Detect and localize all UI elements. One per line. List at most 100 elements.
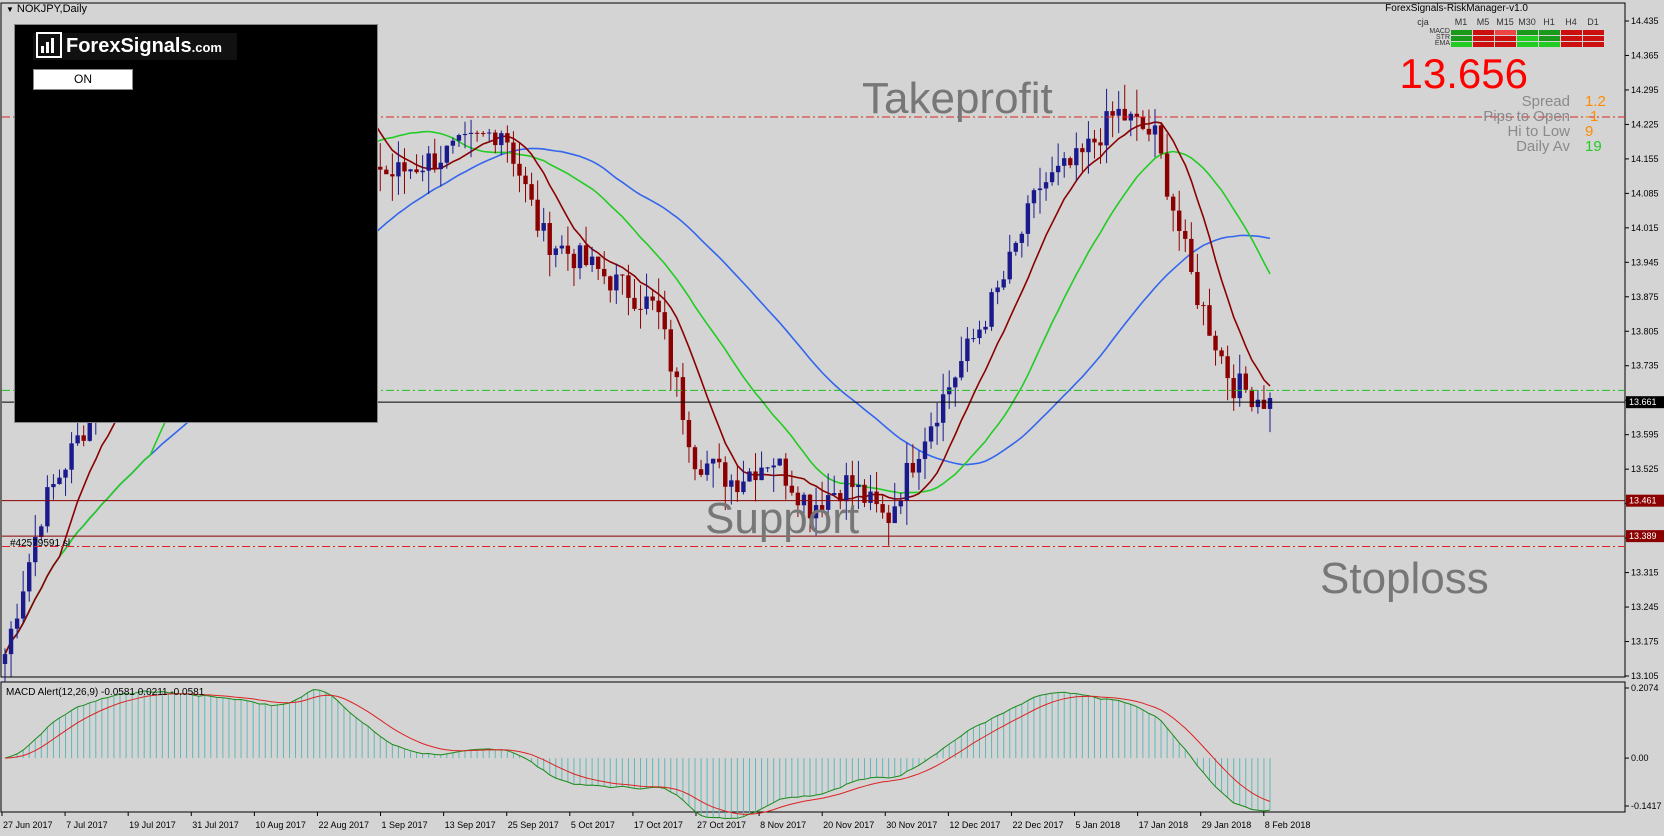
- candle-body: [571, 253, 577, 269]
- candle-body: [971, 338, 976, 340]
- candle-body: [1146, 128, 1152, 135]
- candle-body: [1128, 113, 1133, 121]
- candle-body: [1122, 108, 1127, 121]
- candle-body: [541, 223, 546, 231]
- candle-body: [710, 458, 716, 464]
- y-tick-label: 13.525: [1631, 464, 1659, 474]
- stat-value: -1: [1585, 108, 1599, 125]
- candle-body: [523, 175, 528, 185]
- x-tick-label: 22 Dec 2017: [1012, 820, 1063, 830]
- candle-body: [1110, 111, 1115, 116]
- grid-corner-label: cja: [1417, 17, 1429, 27]
- candle-body: [892, 506, 897, 524]
- signal-cell: [1583, 42, 1604, 47]
- timeframe-h4: H4: [1565, 17, 1577, 27]
- forexsignals-logo: ForexSignals.com: [33, 31, 237, 60]
- candle-body: [965, 338, 970, 362]
- stat-value: 19: [1585, 138, 1602, 155]
- candle-body: [438, 162, 443, 170]
- candle-body: [414, 169, 419, 173]
- signal-cell: [1517, 36, 1538, 41]
- candle-body: [1261, 399, 1267, 409]
- y-tick-label: 14.365: [1631, 50, 1659, 60]
- x-tick-label: 12 Dec 2017: [949, 820, 1000, 830]
- candle-body: [480, 133, 486, 135]
- candle-body: [565, 245, 571, 254]
- stat-label: Pips to Open: [1483, 108, 1570, 125]
- candle-body: [462, 133, 468, 136]
- candle-body: [1219, 350, 1224, 357]
- signal-cell: [1495, 42, 1516, 47]
- candle-body: [741, 481, 746, 493]
- candle-body: [547, 223, 552, 255]
- x-tick-label: 20 Nov 2017: [823, 820, 874, 830]
- timeframe-d1: D1: [1587, 17, 1599, 27]
- x-tick-label: 10 Aug 2017: [255, 820, 306, 830]
- candle-body: [874, 491, 879, 505]
- candle-body: [75, 435, 80, 444]
- candle-body: [378, 166, 383, 170]
- signal-cell: [1495, 36, 1516, 41]
- stat-label: Hi to Low: [1507, 123, 1570, 140]
- x-tick-label: 19 Jul 2017: [129, 820, 176, 830]
- candle-body: [1134, 113, 1140, 117]
- signal-cell: [1451, 30, 1472, 35]
- candle-body: [14, 618, 20, 629]
- candle-body: [51, 484, 56, 488]
- x-tick-label: 1 Sep 2017: [382, 820, 428, 830]
- candle-body: [753, 471, 758, 481]
- signal-cell: [1451, 42, 1472, 47]
- y-tick-label: 13.175: [1631, 637, 1659, 647]
- on-button[interactable]: ON: [33, 69, 133, 90]
- candle-body: [1152, 125, 1158, 135]
- candle-body: [620, 274, 625, 276]
- x-tick-label: 27 Jun 2017: [3, 820, 53, 830]
- macd-frame: [0, 681, 1626, 813]
- signal-cell: [1561, 30, 1582, 35]
- timeframe-m30: M30: [1518, 17, 1536, 27]
- candle-body: [1237, 373, 1242, 399]
- candle-body: [940, 394, 946, 423]
- candle-body: [1207, 305, 1212, 336]
- candle-body: [1140, 116, 1146, 129]
- x-tick-label: 8 Feb 2018: [1265, 820, 1311, 830]
- current-price: 13.656: [1399, 50, 1528, 97]
- candle-body: [832, 493, 837, 496]
- candle-body: [408, 169, 413, 172]
- candle-body: [747, 471, 752, 482]
- macd-y-tick-label: -0.1417: [1631, 801, 1662, 811]
- signal-cell: [1473, 36, 1494, 41]
- candle-body: [807, 494, 813, 519]
- candle-body: [922, 441, 928, 459]
- x-tick-label: 13 Sep 2017: [445, 820, 496, 830]
- y-tick-label: 13.735: [1631, 361, 1659, 371]
- candle-body: [777, 458, 782, 466]
- stat-value: 1.2: [1585, 93, 1606, 110]
- candle-body: [626, 275, 631, 298]
- risk-manager-title: ForexSignals-RiskManager-v1.0: [1385, 3, 1528, 14]
- y-tick-label: 14.295: [1631, 85, 1659, 95]
- price-tag-text: 13.389: [1629, 531, 1657, 541]
- candle-body: [1243, 373, 1248, 390]
- candle-body: [989, 292, 994, 327]
- chart-title: ▼ NOKJPY,Daily: [6, 3, 88, 15]
- candle-body: [1177, 210, 1182, 232]
- candle-body: [953, 377, 958, 388]
- candle-body: [825, 495, 831, 510]
- candle-body: [487, 132, 492, 134]
- candle-body: [402, 162, 407, 172]
- candle-body: [983, 326, 988, 330]
- candle-body: [1164, 153, 1170, 197]
- x-tick-label: 30 Nov 2017: [886, 820, 937, 830]
- logo-suffix: .com: [191, 40, 222, 55]
- signal-cell: [1583, 36, 1604, 41]
- candle-body: [493, 132, 498, 146]
- candle-body: [656, 300, 661, 313]
- candle-body: [33, 537, 38, 563]
- candle-body: [1189, 238, 1194, 273]
- candle-body: [850, 475, 855, 488]
- candle-body: [595, 256, 601, 269]
- candle-body: [686, 419, 692, 448]
- macd-line: [4, 688, 1271, 820]
- candle-body: [813, 505, 819, 519]
